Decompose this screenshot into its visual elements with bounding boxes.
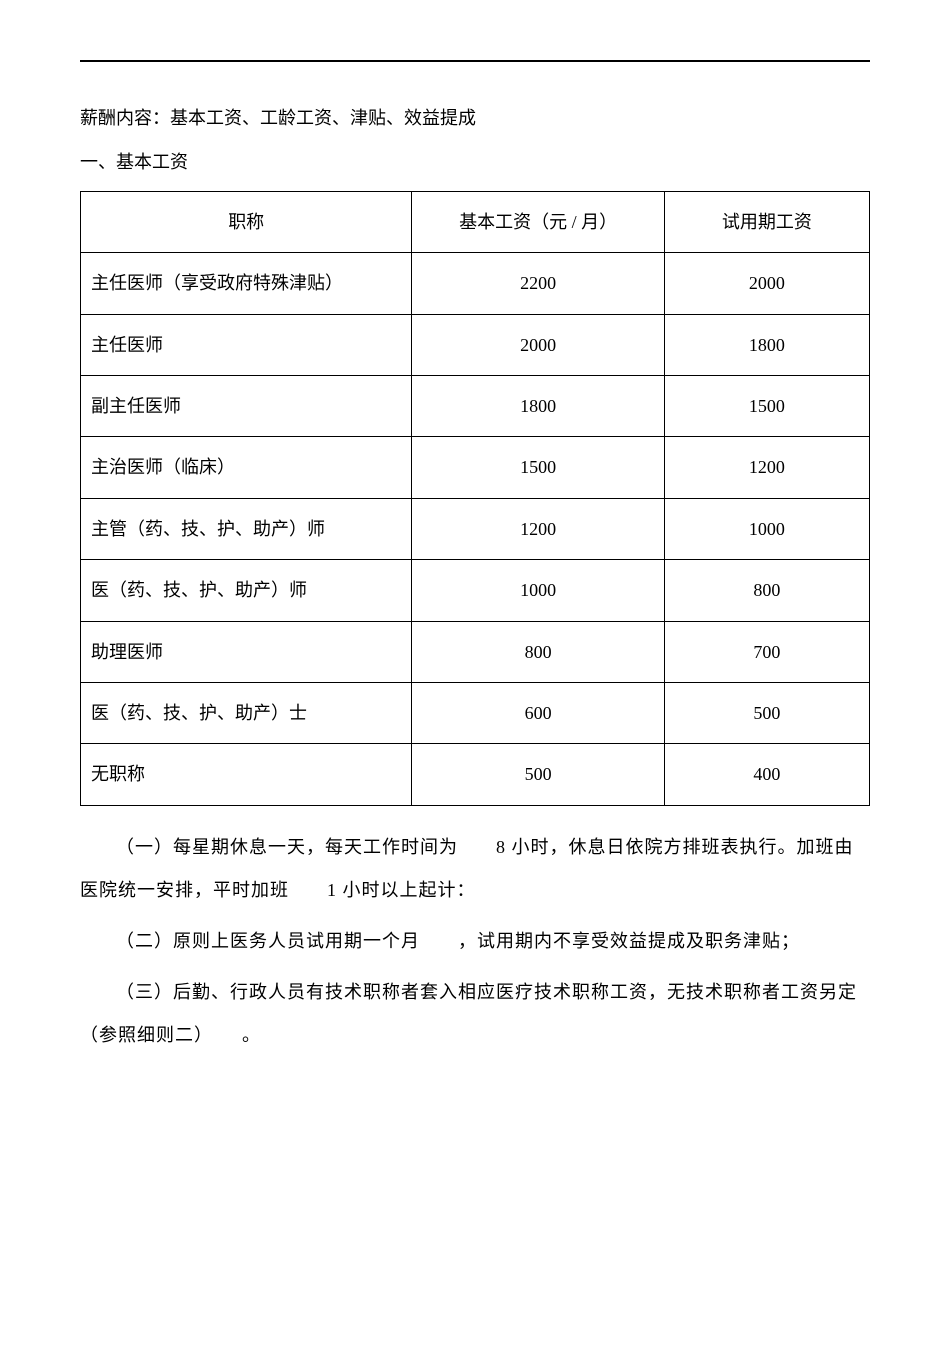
cell-trial-salary: 1200 [664, 437, 869, 498]
header-base: 基本工资（元 / 月） [412, 191, 664, 252]
cell-base-salary: 1800 [412, 375, 664, 436]
cell-trial-salary: 1500 [664, 375, 869, 436]
cell-trial-salary: 500 [664, 682, 869, 743]
table-row: 主任医师（享受政府特殊津贴）22002000 [81, 253, 870, 314]
table-row: 主治医师（临床）15001200 [81, 437, 870, 498]
cell-title: 主治医师（临床） [81, 437, 412, 498]
cell-title: 助理医师 [81, 621, 412, 682]
cell-trial-salary: 400 [664, 744, 869, 805]
cell-base-salary: 1500 [412, 437, 664, 498]
body-paragraph: （三）后勤、行政人员有技术职称者套入相应医疗技术职称工资，无技术职称者工资另定（… [80, 971, 870, 1057]
cell-trial-salary: 1000 [664, 498, 869, 559]
section-title: 一、基本工资 [80, 146, 870, 178]
cell-title: 副主任医师 [81, 375, 412, 436]
table-row: 医（药、技、护、助产）士600500 [81, 682, 870, 743]
cell-base-salary: 1000 [412, 560, 664, 621]
table-header-row: 职称 基本工资（元 / 月） 试用期工资 [81, 191, 870, 252]
cell-trial-salary: 700 [664, 621, 869, 682]
paragraphs-container: （一）每星期休息一天，每天工作时间为 8 小时，休息日依院方排班表执行。加班由医… [80, 826, 870, 1058]
cell-title: 医（药、技、护、助产）士 [81, 682, 412, 743]
cell-base-salary: 600 [412, 682, 664, 743]
header-title: 职称 [81, 191, 412, 252]
table-row: 助理医师800700 [81, 621, 870, 682]
cell-title: 主任医师（享受政府特殊津贴） [81, 253, 412, 314]
cell-trial-salary: 1800 [664, 314, 869, 375]
cell-base-salary: 500 [412, 744, 664, 805]
cell-base-salary: 2000 [412, 314, 664, 375]
intro-text: 薪酬内容：基本工资、工龄工资、津贴、效益提成 [80, 102, 870, 134]
table-row: 医（药、技、护、助产）师1000800 [81, 560, 870, 621]
body-paragraph: （二）原则上医务人员试用期一个月 ，试用期内不享受效益提成及职务津贴； [80, 920, 870, 963]
table-row: 无职称500400 [81, 744, 870, 805]
cell-title: 主任医师 [81, 314, 412, 375]
body-paragraph: （一）每星期休息一天，每天工作时间为 8 小时，休息日依院方排班表执行。加班由医… [80, 826, 870, 912]
cell-trial-salary: 800 [664, 560, 869, 621]
table-row: 副主任医师18001500 [81, 375, 870, 436]
cell-base-salary: 2200 [412, 253, 664, 314]
table-row: 主管（药、技、护、助产）师12001000 [81, 498, 870, 559]
header-divider [80, 60, 870, 62]
cell-title: 主管（药、技、护、助产）师 [81, 498, 412, 559]
table-row: 主任医师20001800 [81, 314, 870, 375]
cell-title: 无职称 [81, 744, 412, 805]
cell-trial-salary: 2000 [664, 253, 869, 314]
cell-title: 医（药、技、护、助产）师 [81, 560, 412, 621]
cell-base-salary: 1200 [412, 498, 664, 559]
header-trial: 试用期工资 [664, 191, 869, 252]
table-body: 主任医师（享受政府特殊津贴）22002000主任医师20001800副主任医师1… [81, 253, 870, 806]
cell-base-salary: 800 [412, 621, 664, 682]
salary-table: 职称 基本工资（元 / 月） 试用期工资 主任医师（享受政府特殊津贴）22002… [80, 191, 870, 806]
